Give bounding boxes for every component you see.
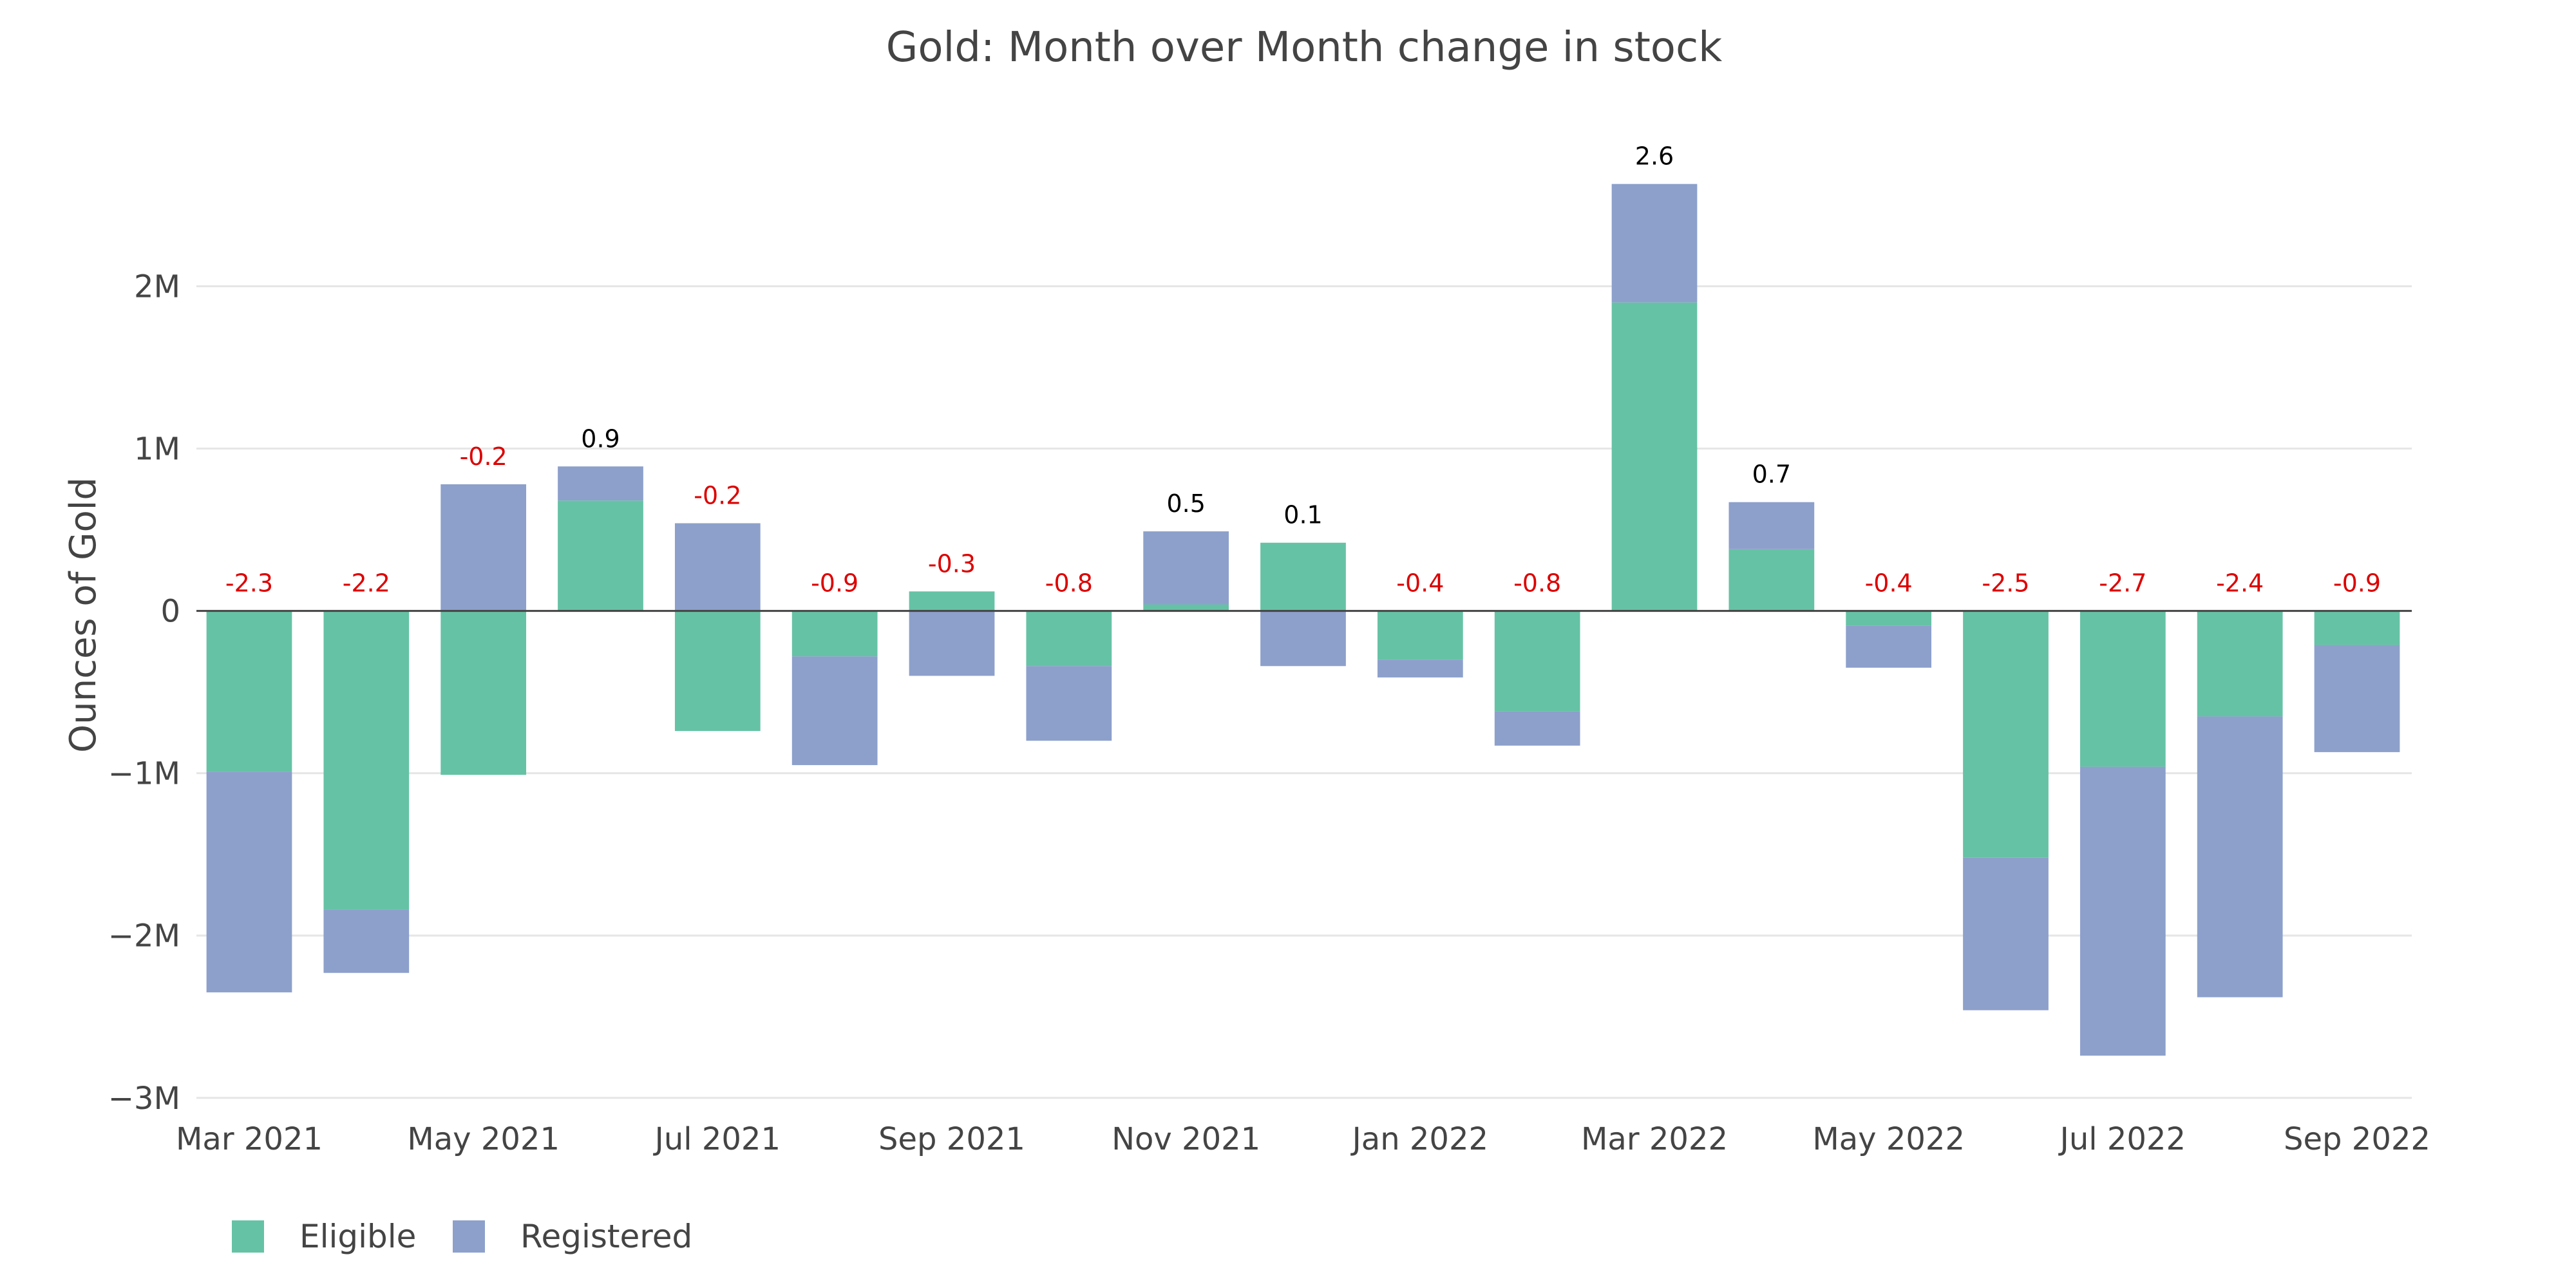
bar-registered <box>909 611 995 676</box>
bar-eligible <box>1846 611 1932 626</box>
total-label: -2.4 <box>2216 569 2264 598</box>
bar-eligible <box>1728 549 1815 611</box>
x-axis-ticks: Mar 2021 May 2021 Jul 2021 Sep 2021 Nov 2021… <box>176 1121 2430 1157</box>
total-labels: -2.3 -2.2 -0.2 0.9 -0.2 -0.9 -0.3 -0.8 0.5 0.1 -0.… <box>225 142 2381 598</box>
bar-eligible <box>558 500 643 611</box>
total-label: -2.5 <box>1982 569 2029 598</box>
chart-title: Gold: Month over Month change in stock <box>886 24 1722 71</box>
legend-item-eligible[interactable]: Eligible <box>232 1218 416 1255</box>
y-tick-label: −1M <box>108 756 180 792</box>
total-label: -2.2 <box>343 569 390 598</box>
total-label: 2.6 <box>1635 142 1674 171</box>
bar-eligible <box>1026 611 1112 667</box>
x-tick-label: Nov 2021 <box>1112 1121 1260 1157</box>
bar-registered <box>1026 666 1112 741</box>
bar-eligible <box>206 611 292 772</box>
bar-eligible <box>1963 611 2049 858</box>
bar-registered <box>1846 625 1932 668</box>
bar-registered <box>1260 611 1346 667</box>
total-label: -0.4 <box>1396 569 1444 598</box>
bar-registered <box>323 909 410 973</box>
bar-registered <box>2079 766 2166 1056</box>
x-tick-label: Jan 2022 <box>1350 1121 1488 1157</box>
total-label: -2.3 <box>225 569 273 598</box>
legend-label: Registered <box>520 1218 692 1255</box>
legend-label: Eligible <box>299 1218 416 1255</box>
total-label: 0.9 <box>581 424 620 453</box>
bar-eligible <box>2079 611 2166 767</box>
y-tick-label: 1M <box>134 431 180 468</box>
total-label: -0.8 <box>1045 569 1093 598</box>
x-tick-label: Mar 2022 <box>1581 1121 1728 1157</box>
bar-registered <box>1494 711 1580 746</box>
total-label: 0.7 <box>1752 460 1791 489</box>
y-axis-ticks: 2M 1M 0 −1M −2M −3M <box>108 269 180 1116</box>
bar-eligible <box>1377 611 1463 660</box>
bar-registered <box>1143 531 1229 605</box>
bar-eligible <box>1494 611 1580 712</box>
bars <box>206 184 2400 1056</box>
total-label: -0.3 <box>928 549 976 578</box>
legend-swatch <box>232 1220 264 1253</box>
total-label: 0.5 <box>1166 489 1205 518</box>
total-label: -0.8 <box>1513 569 1561 598</box>
y-tick-label: −3M <box>108 1081 180 1117</box>
bar-eligible <box>1143 604 1229 611</box>
bar-registered <box>1963 857 2049 1010</box>
total-label: -0.2 <box>694 481 741 509</box>
x-tick-label: Sep 2022 <box>2284 1121 2430 1157</box>
bar-eligible <box>440 611 527 775</box>
bar-eligible <box>2197 611 2283 717</box>
bar-registered <box>1728 502 1815 549</box>
bar-registered <box>558 466 643 501</box>
bar-eligible <box>674 611 761 732</box>
bar-registered <box>791 656 878 766</box>
y-tick-label: 0 <box>160 594 180 630</box>
x-tick-label: Mar 2021 <box>176 1121 323 1157</box>
x-tick-label: May 2021 <box>407 1121 560 1157</box>
x-tick-label: Jul 2021 <box>653 1121 781 1157</box>
total-label: -0.4 <box>1865 569 1913 598</box>
total-label: -0.9 <box>811 569 858 598</box>
y-tick-label: −2M <box>108 918 180 954</box>
legend[interactable]: Eligible Registered <box>232 1218 692 1255</box>
total-label: -0.9 <box>2333 569 2381 598</box>
x-tick-label: Sep 2021 <box>878 1121 1025 1157</box>
y-axis-label: Ounces of Gold <box>62 477 104 753</box>
bar-registered <box>1611 184 1698 303</box>
bar-eligible <box>323 611 410 910</box>
bar-eligible <box>2314 611 2400 645</box>
bar-eligible <box>791 611 878 657</box>
total-label: -0.2 <box>460 442 507 471</box>
total-label: 0.1 <box>1283 501 1322 529</box>
x-tick-label: Jul 2022 <box>2058 1121 2186 1157</box>
bar-registered <box>206 772 292 992</box>
bar-registered <box>2314 645 2400 752</box>
x-tick-label: May 2022 <box>1812 1121 1965 1157</box>
bar-eligible <box>1611 302 1698 611</box>
bar-registered <box>440 484 527 611</box>
bar-registered <box>1377 659 1463 677</box>
bar-eligible <box>1260 542 1346 611</box>
legend-item-registered[interactable]: Registered <box>453 1218 692 1255</box>
total-label: -2.7 <box>2099 569 2146 598</box>
bar-registered <box>674 523 761 611</box>
bar-registered <box>2197 716 2283 998</box>
bar-eligible <box>909 591 995 611</box>
legend-swatch <box>453 1220 485 1253</box>
y-tick-label: 2M <box>134 269 180 305</box>
